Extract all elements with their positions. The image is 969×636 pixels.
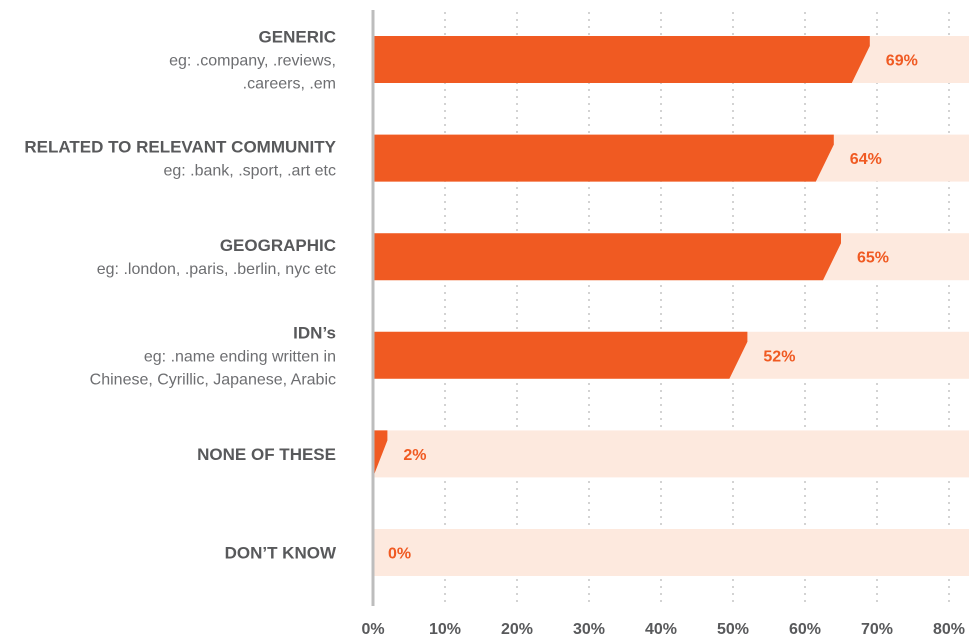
x-tick-label: 10%: [429, 621, 461, 636]
bar-value-label: 65%: [857, 250, 889, 267]
bar: [374, 36, 870, 83]
x-tick-label: 0%: [361, 621, 384, 636]
x-axis-ticks: 0% 10% 20% 30% 40% 50% 60% 70% 80%: [361, 621, 965, 636]
bar: [374, 331, 748, 379]
bar-value-label: 2%: [403, 447, 426, 464]
bar-tracks: [374, 36, 969, 576]
category-subtitle: eg: .name ending written in: [144, 348, 336, 365]
bar-track: [374, 430, 969, 478]
bar-track: [374, 529, 969, 576]
category-title: GEOGRAPHIC: [220, 236, 336, 255]
x-tick-label: 20%: [501, 621, 533, 636]
category-title: NONE OF THESE: [197, 445, 336, 464]
bar-value-label: 0%: [388, 546, 411, 563]
category-subtitle: Chinese, Cyrillic, Japanese, Arabic: [90, 371, 336, 388]
category-title: DON’T KNOW: [225, 544, 337, 563]
bar-value-label: 69%: [886, 53, 918, 70]
category-title: GENERIC: [259, 28, 336, 47]
x-tick-label: 80%: [933, 621, 965, 636]
gridlines: [444, 12, 950, 606]
bar: [374, 134, 834, 182]
category-subtitle: .careers, .em: [243, 76, 336, 93]
bars: [373, 36, 870, 478]
category-subtitle: eg: .london, .paris, .berlin, nyc etc: [97, 261, 336, 278]
category-title: RELATED TO RELEVANT COMMUNITY: [24, 138, 336, 157]
x-tick-label: 60%: [789, 621, 821, 636]
bar: [374, 233, 841, 281]
bar-value-label: 52%: [763, 348, 795, 365]
value-labels: 69% 64% 65% 52% 2% 0%: [388, 53, 918, 563]
x-tick-label: 40%: [645, 621, 677, 636]
category-labels: GENERIC eg: .company, .reviews, .careers, …: [24, 28, 337, 563]
x-tick-label: 50%: [717, 621, 749, 636]
x-tick-label: 30%: [573, 621, 605, 636]
bar: [373, 430, 388, 478]
category-title: IDN’s: [293, 323, 336, 342]
category-subtitle: eg: .company, .reviews,: [169, 53, 336, 70]
x-tick-label: 70%: [861, 621, 893, 636]
bar-value-label: 64%: [850, 151, 882, 168]
category-subtitle: eg: .bank, .sport, .art etc: [163, 163, 336, 180]
